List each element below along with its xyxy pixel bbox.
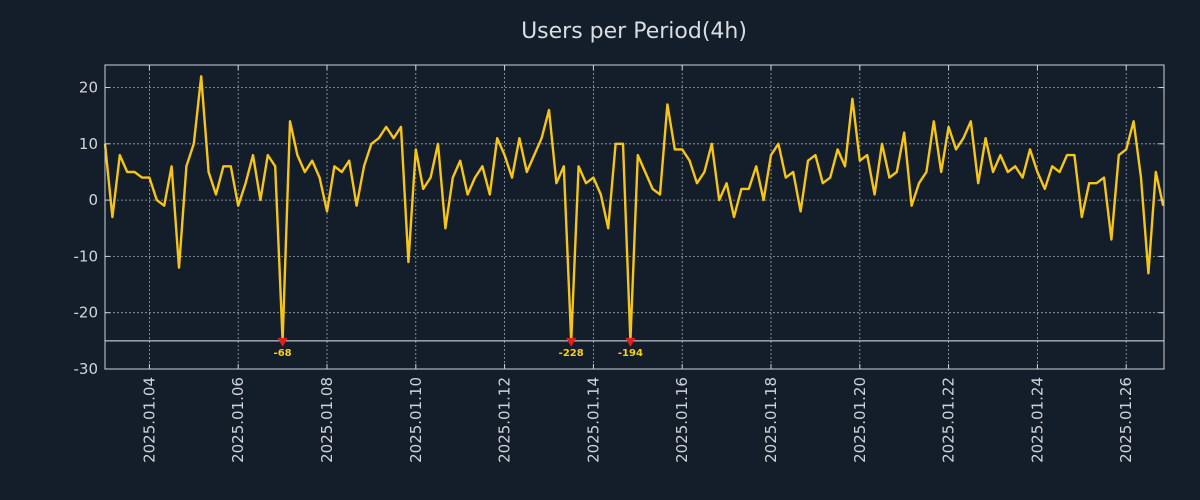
y-ticks: 20 10 0 -10 -20 -30 [74,79,1164,378]
clip-marker [566,337,577,347]
x-tick-label: 2025.01.08 [318,377,336,463]
x-ticks: 2025.01.04 2025.01.06 2025.01.08 2025.01.10… [140,65,1135,463]
y-tick-label: 20 [79,79,98,97]
x-tick-label: 2025.01.14 [584,377,602,463]
y-tick-label: -20 [74,304,99,322]
y-tick-label: -10 [74,247,99,265]
y-tick-label: 0 [88,191,98,209]
chart-title: Users per Period(4h) [521,19,747,44]
clip-marker [277,337,288,347]
clip-marker [625,337,636,347]
axes [104,64,1165,370]
x-tick-label: 2025.01.10 [407,377,425,463]
series-line-users [103,75,1165,343]
x-tick-label: 2025.01.18 [762,377,780,463]
x-tick-label: 2025.01.16 [673,377,691,463]
clip-markers: -68 -228 -194 [274,337,643,359]
x-tick-label: 2025.01.22 [940,377,958,463]
clip-value-label: -228 [559,348,584,359]
x-tick-label: 2025.01.26 [1117,377,1135,463]
y-tick-label: -30 [74,360,99,378]
y-tick-label: 10 [79,135,98,153]
plot-frame [104,64,1165,370]
clip-value-label: -68 [274,348,292,359]
clip-value-label: -194 [618,348,643,359]
series-layer [103,75,1165,343]
x-tick-label: 2025.01.06 [229,377,247,463]
x-tick-label: 2025.01.24 [1028,377,1046,463]
x-tick-label: 2025.01.12 [496,377,514,463]
x-tick-label: 2025.01.20 [851,377,869,463]
x-tick-label: 2025.01.04 [140,377,158,463]
